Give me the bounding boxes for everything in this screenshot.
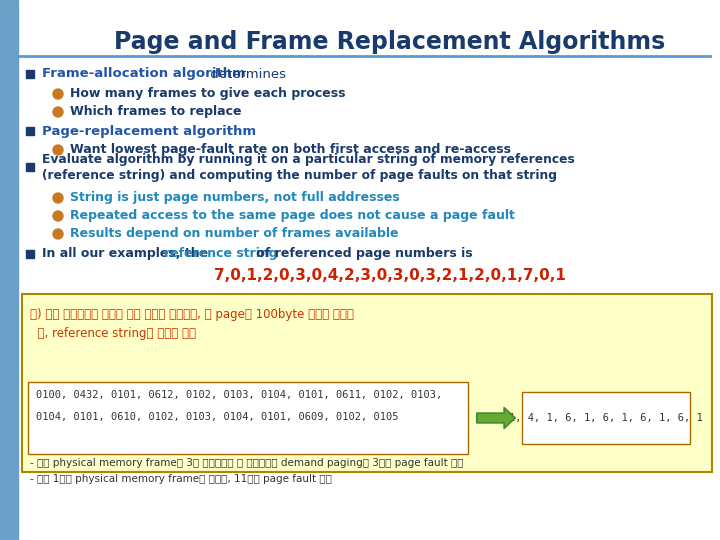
Text: 1, 4, 1, 6, 1, 6, 1, 6, 1, 6, 1: 1, 4, 1, 6, 1, 6, 1, 6, 1, 6, 1 [509,413,703,423]
Text: reference string: reference string [164,247,278,260]
Circle shape [53,89,63,99]
Text: Which frames to replace: Which frames to replace [70,105,241,118]
Text: - 만약 1개의 physical memory frame만 있다면, 11번의 page fault 발생: - 만약 1개의 physical memory frame만 있다면, 11번… [30,474,332,484]
Text: 7,0,1,2,0,3,0,4,2,3,0,3,0,3,2,1,2,0,1,7,0,1: 7,0,1,2,0,3,0,4,2,3,0,3,0,3,2,1,2,0,1,7,… [214,267,566,282]
FancyBboxPatch shape [28,382,468,454]
Text: of referenced page numbers is: of referenced page numbers is [252,247,472,260]
Text: 0100, 0432, 0101, 0612, 0102, 0103, 0104, 0101, 0611, 0102, 0103,: 0100, 0432, 0101, 0612, 0102, 0103, 0104… [36,390,442,400]
Text: 0104, 0101, 0610, 0102, 0103, 0104, 0101, 0609, 0102, 0105: 0104, 0101, 0610, 0102, 0103, 0104, 0101… [36,412,398,422]
Text: (reference string) and computing the number of page faults on that string: (reference string) and computing the num… [42,170,557,183]
Bar [26,250,34,258]
Bar [0,0,18,540]
Bar [26,70,34,78]
Text: String is just page numbers, not full addresses: String is just page numbers, not full ad… [70,192,400,205]
Text: Want lowest page-fault rate on both first access and re-access: Want lowest page-fault rate on both firs… [70,144,511,157]
Circle shape [53,229,63,239]
Bar [26,127,34,135]
Text: - 가용 physical memory frame이 3개 이상이라면 위 상황에서의 demand paging은 3번의 page fault 발생: - 가용 physical memory frame이 3개 이상이라면 위 상… [30,458,464,468]
Circle shape [53,107,63,117]
Circle shape [53,145,63,155]
Text: 예) 어떤 프로세스가 다음과 같은 주소를 참조하며, 각 page는 100byte 용량을 가진다: 예) 어떤 프로세스가 다음과 같은 주소를 참조하며, 각 page는 100… [30,308,354,321]
Text: determines: determines [206,68,286,80]
Text: Frame-allocation algorithm: Frame-allocation algorithm [42,68,246,80]
Circle shape [53,211,63,221]
Text: Evaluate algorithm by running it on a particular string of memory references: Evaluate algorithm by running it on a pa… [42,153,575,166]
Text: Page-replacement algorithm: Page-replacement algorithm [42,125,256,138]
FancyBboxPatch shape [522,392,690,444]
Text: In all our examples, the: In all our examples, the [42,247,212,260]
Circle shape [53,193,63,203]
Text: Results depend on number of frames available: Results depend on number of frames avail… [70,227,398,240]
Text: How many frames to give each process: How many frames to give each process [70,87,346,100]
Text: Page and Frame Replacement Algorithms: Page and Frame Replacement Algorithms [114,30,665,54]
Bar [26,163,34,171]
FancyBboxPatch shape [22,294,712,472]
Text: 면, reference string은 아래와 같음: 면, reference string은 아래와 같음 [30,327,196,340]
Text: Repeated access to the same page does not cause a page fault: Repeated access to the same page does no… [70,210,515,222]
